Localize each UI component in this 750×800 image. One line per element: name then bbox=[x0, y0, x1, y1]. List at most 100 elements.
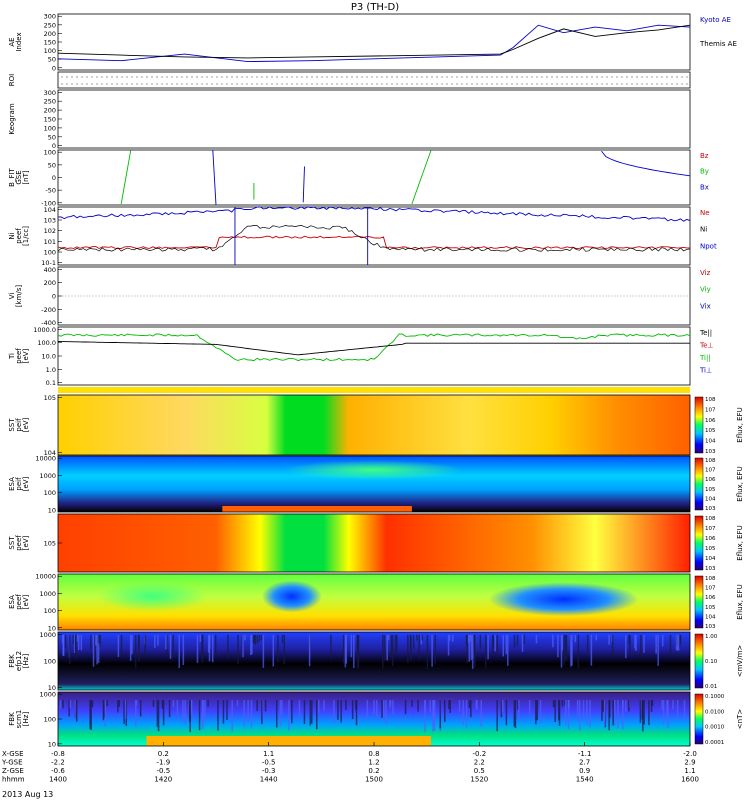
roi-dot bbox=[521, 83, 523, 85]
temperature-te-line bbox=[57, 341, 690, 356]
heatmap-stripe bbox=[518, 700, 520, 720]
zero-line-dot bbox=[242, 295, 244, 297]
zero-line-dot bbox=[185, 295, 187, 297]
roi-dot bbox=[361, 83, 363, 85]
roi-dot bbox=[466, 76, 468, 78]
heatmap-stripe bbox=[162, 700, 165, 726]
heatmap-stripe bbox=[184, 700, 186, 724]
zero-line-dot bbox=[635, 295, 637, 297]
roi-dot bbox=[291, 83, 293, 85]
heatmap-stripe bbox=[345, 634, 348, 664]
heatmap-stripe bbox=[74, 700, 76, 719]
roi-dot bbox=[426, 76, 428, 78]
heatmap-stripe bbox=[676, 634, 679, 652]
zero-line-dot bbox=[371, 295, 373, 297]
axis-row-value: 0.9 bbox=[579, 767, 590, 775]
panel-ylabel: [Hz] bbox=[22, 654, 30, 669]
heatmap-stripe bbox=[476, 700, 478, 710]
roi-dot bbox=[576, 76, 578, 78]
zero-line-dot bbox=[332, 295, 334, 297]
roi-dot bbox=[146, 76, 148, 78]
panel-frame bbox=[57, 573, 691, 631]
heatmap-stripe bbox=[404, 700, 407, 715]
colorbar-tick-label: 0.01 bbox=[705, 684, 717, 690]
roi-dot bbox=[461, 83, 463, 85]
roi-dot bbox=[466, 83, 468, 85]
panel-fbk-b: 0.0001 0.0010 0.0100 0.1000 <nT> FBK scm1 [Hz] 1… bbox=[8, 691, 744, 749]
heatmap-stripe bbox=[244, 634, 246, 641]
axis-row-value: -2.0 bbox=[683, 750, 697, 758]
heatmap-stripe bbox=[64, 634, 67, 649]
y-tick-label: 10000 bbox=[35, 573, 56, 581]
zero-line-dot bbox=[128, 295, 130, 297]
roi-dot bbox=[386, 83, 388, 85]
heatmap-stripe bbox=[635, 634, 637, 651]
axis-row-value: 2.7 bbox=[579, 759, 590, 767]
colorbar-label: Eflux, EFU bbox=[736, 584, 744, 619]
zero-line-dot bbox=[392, 295, 394, 297]
roi-dot bbox=[551, 83, 553, 85]
panel-ylabel: ESA bbox=[8, 595, 16, 609]
legend-entry: Bx bbox=[700, 183, 709, 191]
heatmap-stripe bbox=[480, 700, 482, 727]
roi-dot bbox=[276, 83, 278, 85]
heatmap-stripe bbox=[309, 700, 312, 726]
heatmap-stripe bbox=[68, 634, 71, 664]
heatmap-stripe bbox=[586, 700, 588, 725]
heatmap-stripe bbox=[106, 700, 108, 707]
heatmap-stripe bbox=[333, 700, 335, 723]
roi-dot bbox=[286, 83, 288, 85]
zero-line-dot bbox=[416, 295, 418, 297]
axis-row-value: 1520 bbox=[470, 776, 488, 784]
roi-dot bbox=[501, 83, 503, 85]
heatmap-stripe bbox=[227, 634, 229, 659]
heatmap-stripe bbox=[552, 634, 554, 648]
heatmap-stripe bbox=[523, 634, 526, 644]
roi-dot bbox=[281, 76, 283, 78]
zero-line-dot bbox=[209, 295, 211, 297]
heatmap-stripe bbox=[157, 634, 159, 646]
zero-line-dot bbox=[488, 295, 490, 297]
heatmap-stripe bbox=[231, 700, 233, 732]
zero-line-dot bbox=[71, 295, 73, 297]
heatmap-stripe bbox=[448, 700, 450, 710]
colorbar-tick-label: 103 bbox=[705, 506, 716, 512]
heatmap-stripe bbox=[178, 634, 181, 669]
heatmap-stripe bbox=[655, 634, 657, 654]
zero-line-dot bbox=[347, 295, 349, 297]
zero-line-dot bbox=[323, 295, 325, 297]
heatmap-feature bbox=[146, 736, 431, 746]
roi-dot bbox=[646, 76, 648, 78]
roi-dot bbox=[91, 76, 93, 78]
heatmap-stripe bbox=[517, 700, 519, 710]
zero-line-dot bbox=[491, 295, 493, 297]
heatmap-stripe bbox=[118, 700, 120, 707]
axis-row-label: hhmm bbox=[2, 776, 25, 784]
roi-dot bbox=[471, 76, 473, 78]
heatmap-stripe bbox=[152, 700, 155, 707]
heatmap-stripe bbox=[608, 700, 611, 718]
heatmap-stripe bbox=[470, 634, 473, 661]
colorbar-label: Eflux, EFU bbox=[736, 466, 744, 501]
zero-line-dot bbox=[674, 295, 676, 297]
heatmap-stripe bbox=[202, 700, 204, 726]
roi-dot bbox=[391, 76, 393, 78]
roi-dot bbox=[396, 83, 398, 85]
roi-dot bbox=[296, 83, 298, 85]
roi-dot bbox=[131, 83, 133, 85]
heatmap-stripe bbox=[496, 634, 499, 653]
roi-dot bbox=[341, 76, 343, 78]
zero-line-dot bbox=[602, 295, 604, 297]
zero-line-dot bbox=[530, 295, 532, 297]
heatmap-stripe bbox=[561, 700, 564, 707]
zero-line-dot bbox=[122, 295, 124, 297]
roi-dot bbox=[281, 83, 283, 85]
zero-line-dot bbox=[299, 295, 301, 297]
panel-ylabel: peif bbox=[15, 477, 23, 491]
roi-dot bbox=[381, 83, 383, 85]
heatmap-stripe bbox=[135, 700, 138, 706]
density-ni-line bbox=[57, 225, 691, 252]
heatmap-stripe bbox=[90, 634, 92, 650]
panel-frame bbox=[57, 149, 691, 206]
